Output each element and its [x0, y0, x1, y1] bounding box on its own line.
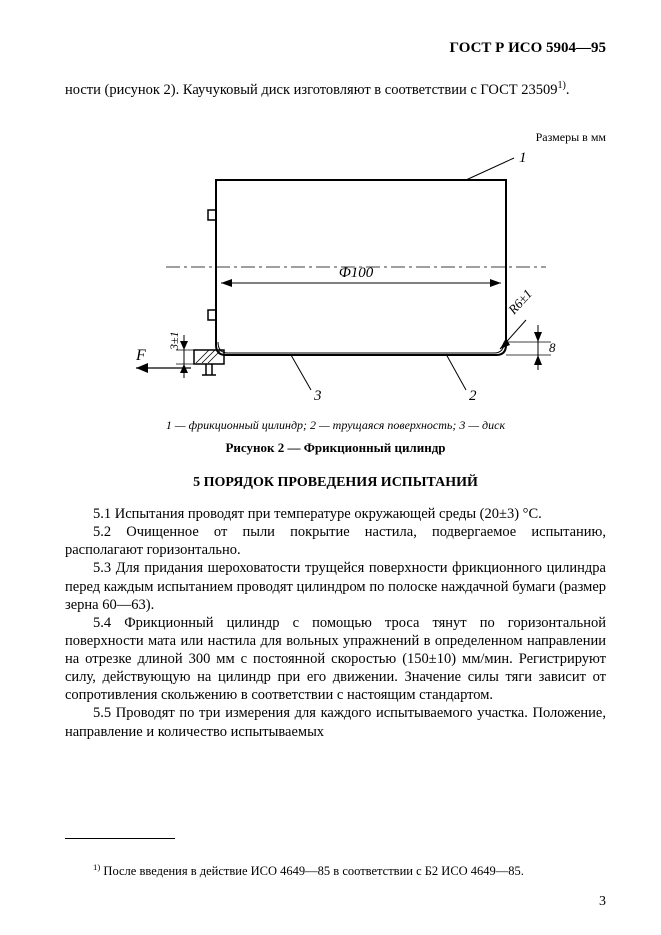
header-standard: ГОСТ Р ИСО 5904—95: [450, 40, 606, 57]
force-f-label: F: [135, 347, 146, 364]
dim-3pm1-label: 3±1: [167, 331, 181, 351]
intro-tail: .: [566, 82, 570, 98]
dim-radius-label: R6±1: [504, 286, 535, 318]
dim-phi-label: Ф100: [338, 265, 373, 281]
callout-3: 3: [313, 388, 322, 404]
para-5-3: 5.3 Для придания шероховатости трущейся …: [65, 559, 606, 613]
intro-paragraph: ности (рисунок 2). Каучуковый диск изгот…: [65, 80, 606, 99]
figure-area: Ф100 8 R6±1 3±1 F 1: [65, 150, 606, 420]
footnote-rule: [65, 838, 175, 839]
callout-2: 2: [469, 388, 477, 404]
friction-cylinder-diagram: Ф100 8 R6±1 3±1 F 1: [106, 150, 566, 410]
figure-caption: Рисунок 2 — Фрикционный цилиндр: [65, 440, 606, 456]
main-text: 5.1 Испытания проводят при температуре о…: [65, 505, 606, 741]
size-note: Размеры в мм: [536, 130, 606, 145]
page-number: 3: [599, 894, 606, 910]
para-5-1: 5.1 Испытания проводят при температуре о…: [65, 505, 606, 523]
callout-1: 1: [519, 150, 527, 166]
intro-sup: 1): [557, 80, 565, 91]
para-5-4: 5.4 Фрикционный цилиндр с помощью троса …: [65, 614, 606, 705]
para-5-2: 5.2 Очищенное от пыли покрытие настила, …: [65, 523, 606, 559]
para-5-5: 5.5 Проводят по три измерения для каждог…: [65, 704, 606, 740]
section-heading: 5 ПОРЯДОК ПРОВЕДЕНИЯ ИСПЫТАНИЙ: [65, 475, 606, 491]
footnote: 1) После введения в действие ИСО 4649—85…: [65, 862, 606, 880]
figure-legend-text: 1 — фрикционный цилиндр; 2 — трущаяся по…: [166, 418, 505, 432]
intro-text: ности (рисунок 2). Каучуковый диск изгот…: [65, 82, 557, 98]
footnote-text: После введения в действие ИСО 4649—85 в …: [100, 864, 524, 878]
figure-legend: 1 — фрикционный цилиндр; 2 — трущаяся по…: [65, 418, 606, 433]
dim-h8-label: 8: [549, 340, 556, 355]
